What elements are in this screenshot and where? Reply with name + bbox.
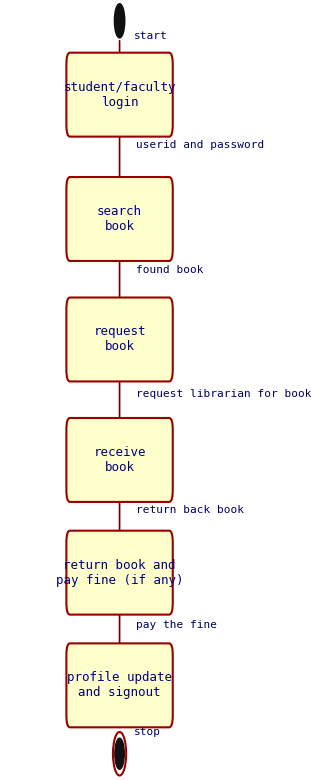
Circle shape: [115, 738, 124, 769]
Text: return book and
pay fine (if any): return book and pay fine (if any): [56, 558, 183, 587]
Text: userid and password: userid and password: [136, 140, 264, 151]
Text: profile update
and signout: profile update and signout: [67, 672, 172, 700]
FancyBboxPatch shape: [66, 644, 173, 727]
Text: found book: found book: [136, 264, 204, 275]
Circle shape: [114, 4, 125, 38]
Text: search
book: search book: [97, 205, 142, 233]
Text: receive
book: receive book: [93, 446, 146, 474]
Text: request librarian for book: request librarian for book: [136, 389, 311, 399]
FancyBboxPatch shape: [66, 53, 173, 136]
FancyBboxPatch shape: [66, 530, 173, 615]
Text: request
book: request book: [93, 325, 146, 353]
FancyBboxPatch shape: [66, 297, 173, 381]
Text: pay the fine: pay the fine: [136, 620, 217, 629]
Text: student/faculty
login: student/faculty login: [63, 80, 176, 108]
FancyBboxPatch shape: [66, 418, 173, 502]
Text: start: start: [134, 31, 168, 41]
FancyBboxPatch shape: [66, 177, 173, 261]
Text: stop: stop: [134, 727, 161, 737]
Text: return back book: return back book: [136, 505, 244, 516]
